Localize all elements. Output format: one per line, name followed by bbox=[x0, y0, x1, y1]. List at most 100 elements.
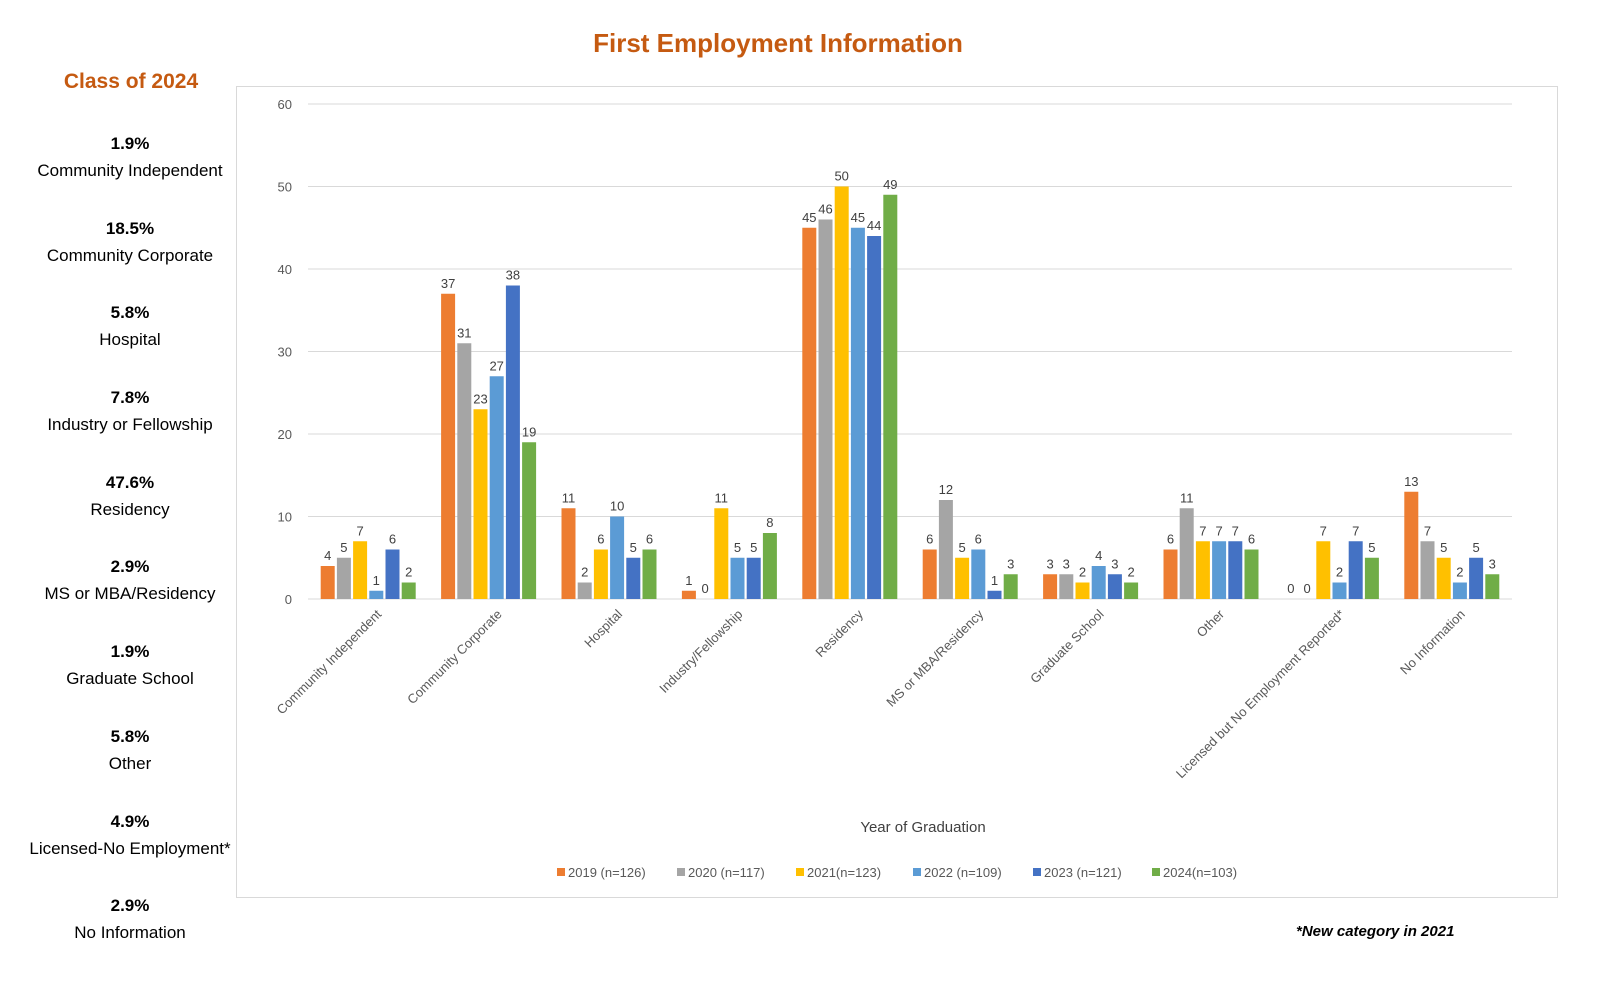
bar bbox=[353, 541, 368, 599]
data-label: 31 bbox=[457, 325, 471, 340]
summary-item: 4.9% Licensed-No Employment* bbox=[10, 809, 250, 894]
bar bbox=[1436, 557, 1451, 599]
legend: 2019 (n=126) 2020 (n=117) 2021(n=123) 2022 … bbox=[557, 865, 1237, 880]
data-label: 2 bbox=[405, 565, 412, 580]
y-tick-label: 60 bbox=[278, 97, 292, 112]
data-label: 4 bbox=[324, 548, 331, 563]
bar bbox=[1452, 582, 1467, 599]
data-label: 1 bbox=[685, 573, 692, 588]
data-label: 45 bbox=[802, 210, 816, 225]
x-tick-label: Residency bbox=[812, 606, 866, 660]
bar bbox=[642, 549, 657, 599]
bar bbox=[1244, 549, 1259, 599]
data-label: 49 bbox=[883, 177, 897, 192]
data-label: 50 bbox=[834, 169, 848, 184]
y-tick-label: 30 bbox=[278, 345, 292, 360]
y-tick-label: 50 bbox=[278, 180, 292, 195]
x-tick-label: No Information bbox=[1397, 607, 1468, 678]
bar-series bbox=[320, 186, 1500, 599]
summary-label: Graduate School bbox=[66, 669, 194, 689]
summary-item: 2.9% MS or MBA/Residency bbox=[10, 554, 250, 639]
class-summary-list: 1.9% Community Independent 18.5% Community… bbox=[10, 131, 250, 978]
bar bbox=[1059, 574, 1074, 599]
data-label: 1 bbox=[991, 573, 998, 588]
data-label: 11 bbox=[715, 490, 729, 505]
bar bbox=[1107, 574, 1122, 599]
bar bbox=[441, 293, 456, 599]
data-label: 8 bbox=[766, 515, 773, 530]
summary-label: Residency bbox=[90, 499, 170, 519]
summary-percent: 2.9% bbox=[110, 557, 150, 577]
summary-label: MS or MBA/Residency bbox=[44, 584, 216, 604]
data-label: 6 bbox=[646, 532, 653, 547]
data-label: 44 bbox=[867, 218, 881, 233]
bar bbox=[867, 236, 882, 599]
data-label: 0 bbox=[701, 581, 708, 596]
data-label: 6 bbox=[1248, 532, 1255, 547]
bar bbox=[922, 549, 937, 599]
summary-label: Hospital bbox=[99, 330, 161, 350]
legend-item: 2019 (n=126) bbox=[557, 865, 646, 880]
data-label: 3 bbox=[1063, 556, 1070, 571]
data-label: 3 bbox=[1046, 556, 1053, 571]
data-label: 19 bbox=[522, 424, 536, 439]
legend-item: 2023 (n=121) bbox=[1033, 865, 1122, 880]
legend-item: 2021(n=123) bbox=[796, 865, 881, 880]
legend-swatch bbox=[557, 868, 565, 876]
bar bbox=[1195, 541, 1210, 599]
data-label: 3 bbox=[1007, 556, 1014, 571]
data-label: 7 bbox=[356, 523, 363, 538]
chart-title: First Employment Information bbox=[593, 28, 963, 58]
bar bbox=[681, 590, 696, 599]
bar bbox=[1091, 566, 1106, 599]
bar bbox=[971, 549, 986, 599]
bar bbox=[561, 508, 576, 599]
bar bbox=[802, 227, 817, 599]
x-axis-ticks: Community Independent Community Corporate… bbox=[274, 606, 1468, 781]
x-tick-label: Hospital bbox=[581, 606, 625, 650]
summary-percent: 5.8% bbox=[110, 726, 150, 746]
bar bbox=[369, 590, 384, 599]
bar bbox=[730, 557, 745, 599]
data-label: 2 bbox=[581, 565, 588, 580]
summary-label: Community Independent bbox=[37, 161, 223, 180]
class-title: Class of 2024 bbox=[63, 70, 199, 93]
data-label: 5 bbox=[734, 540, 741, 555]
data-label: 11 bbox=[1180, 490, 1194, 505]
bar bbox=[1163, 549, 1178, 599]
summary-item: 1.9% Community Independent bbox=[10, 131, 250, 216]
bar bbox=[1179, 508, 1194, 599]
summary-item: 7.8% Industry or Fellowship bbox=[10, 385, 250, 470]
legend-item: 2024(n=103) bbox=[1152, 865, 1237, 880]
legend-label: 2019 (n=126) bbox=[568, 865, 646, 880]
bar bbox=[762, 533, 777, 599]
bar bbox=[1364, 557, 1379, 599]
bar bbox=[1485, 574, 1500, 599]
data-label: 1 bbox=[373, 573, 380, 588]
summary-item: 2.9% No Information bbox=[10, 893, 250, 978]
summary-percent: 4.9% bbox=[110, 811, 150, 831]
summary-label: No Information bbox=[74, 923, 186, 943]
bar bbox=[473, 409, 488, 599]
bar bbox=[1212, 541, 1227, 599]
data-label: 12 bbox=[939, 482, 953, 497]
bar bbox=[1124, 582, 1139, 599]
data-label: 6 bbox=[389, 532, 396, 547]
legend-item: 2020 (n=117) bbox=[677, 865, 765, 880]
bar bbox=[1348, 541, 1363, 599]
data-label: 45 bbox=[851, 210, 865, 225]
x-tick-label: Community Corporate bbox=[404, 607, 505, 708]
summary-item: 5.8% Other bbox=[10, 724, 250, 809]
bar bbox=[593, 549, 608, 599]
x-tick-label: Industry/Fellowship bbox=[656, 607, 745, 696]
data-label: 7 bbox=[1199, 523, 1206, 538]
data-label: 11 bbox=[562, 490, 576, 505]
data-label: 7 bbox=[1232, 523, 1239, 538]
y-axis-ticks: 0 10 20 30 40 50 60 bbox=[278, 97, 292, 607]
data-label: 7 bbox=[1215, 523, 1222, 538]
legend-label: 2020 (n=117) bbox=[688, 865, 765, 880]
bar bbox=[1469, 557, 1484, 599]
y-tick-label: 0 bbox=[285, 592, 292, 607]
bar bbox=[336, 557, 351, 599]
data-label: 3 bbox=[1111, 556, 1118, 571]
